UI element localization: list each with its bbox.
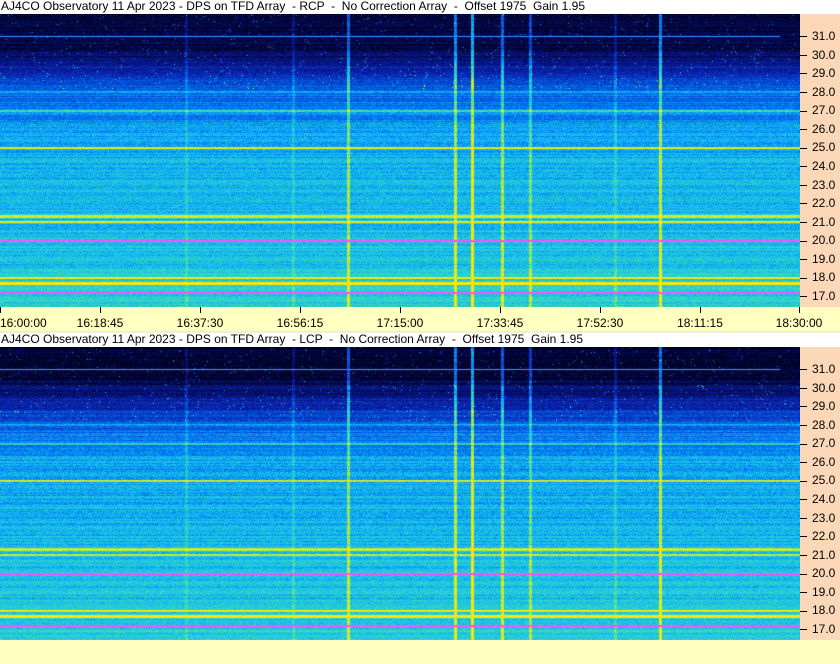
y-tick-label: 19.0 — [800, 585, 835, 599]
y-tick-label: 21.0 — [800, 215, 835, 229]
y-tick-label: 24.0 — [800, 159, 835, 173]
rcp-spectrogram — [0, 14, 800, 307]
y-tick-label: 17.0 — [800, 289, 835, 303]
y-tick-label: 30.0 — [800, 48, 835, 62]
y-tick-label: 29.0 — [800, 399, 835, 413]
y-tick-label: 24.0 — [800, 492, 835, 506]
lcp-spectrogram — [0, 347, 800, 640]
time-axis: 16:00:00 16:18:45 16:37:30 16:56:15 17:15:00… — [0, 307, 840, 331]
rcp-title: AJ4CO Observatory 11 Apr 2023 - DPS on T… — [0, 0, 840, 14]
y-tick-label: 23.0 — [800, 511, 835, 525]
y-tick-label: 31.0 — [800, 362, 835, 376]
y-tick-label: 27.0 — [800, 103, 835, 117]
lcp-panel: AJ4CO Observatory 11 Apr 2023 - DPS on T… — [0, 333, 840, 664]
y-tick-label: 17.0 — [800, 622, 835, 636]
y-tick-label: 26.0 — [800, 455, 835, 469]
y-tick-label: 22.0 — [800, 196, 835, 210]
y-tick-label: 22.0 — [800, 529, 835, 543]
y-tick-label: 18.0 — [800, 270, 835, 284]
y-tick-label: 20.0 — [800, 233, 835, 247]
y-tick-label: 19.0 — [800, 252, 835, 266]
y-tick-label: 21.0 — [800, 548, 835, 562]
rcp-panel: AJ4CO Observatory 11 Apr 2023 - DPS on T… — [0, 0, 840, 331]
y-tick-label: 31.0 — [800, 29, 835, 43]
lcp-bottom-band — [0, 640, 840, 664]
y-tick-label: 28.0 — [800, 85, 835, 99]
y-tick-label: 28.0 — [800, 418, 835, 432]
y-tick-label: 25.0 — [800, 473, 835, 487]
y-tick-label: 26.0 — [800, 122, 835, 136]
lcp-frequency-axis: 31.0 30.0 29.0 28.0 27.0 26.0 25.0 24.0 23.0 22.0… — [800, 347, 840, 640]
rcp-frequency-axis: 31.0 30.0 29.0 28.0 27.0 26.0 25.0 24.0 23.0 22.0… — [800, 14, 840, 307]
y-tick-label: 30.0 — [800, 381, 835, 395]
y-tick-label: 29.0 — [800, 66, 835, 80]
y-tick-label: 18.0 — [800, 603, 835, 617]
y-tick-label: 20.0 — [800, 566, 835, 580]
lcp-title: AJ4CO Observatory 11 Apr 2023 - DPS on T… — [0, 333, 840, 347]
y-tick-label: 23.0 — [800, 178, 835, 192]
y-tick-label: 27.0 — [800, 436, 835, 450]
y-tick-label: 25.0 — [800, 140, 835, 154]
